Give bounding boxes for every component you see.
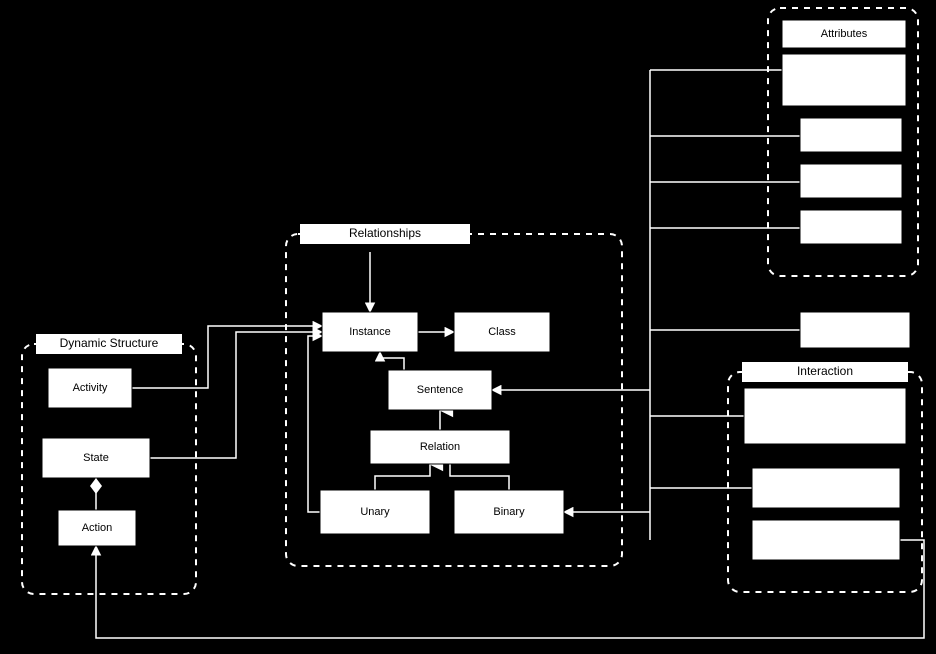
diagram-canvas: Dynamic Structure Relationships Interactio… [0, 0, 936, 654]
group-title: Dynamic Structure [60, 336, 159, 350]
edge-9 [308, 336, 330, 512]
node-label-action: Action [82, 522, 113, 534]
node-inter1 [752, 468, 900, 508]
node-inter2 [752, 520, 900, 560]
node-label-activity: Activity [73, 382, 108, 394]
group-title: Relationships [349, 226, 421, 240]
edge-8 [450, 464, 509, 490]
node-interBig [744, 388, 906, 444]
aggregation-diamond [90, 478, 102, 494]
node-label-unary: Unary [360, 506, 390, 518]
node-label-attrTitle: Attributes [821, 28, 868, 40]
node-label-state: State [83, 452, 109, 464]
node-rightmid [800, 312, 910, 348]
node-attr2 [800, 164, 902, 198]
node-label-instance: Instance [349, 326, 391, 338]
node-label-binary: Binary [493, 506, 525, 518]
node-attr3 [800, 210, 902, 244]
edge-5 [380, 352, 404, 370]
node-label-relation: Relation [420, 441, 460, 453]
edge-7 [375, 464, 430, 490]
node-label-sentence: Sentence [417, 384, 463, 396]
node-attrHuge [782, 54, 906, 106]
node-attr1 [800, 118, 902, 152]
group-title: Interaction [797, 364, 853, 378]
node-label-class: Class [488, 326, 516, 338]
